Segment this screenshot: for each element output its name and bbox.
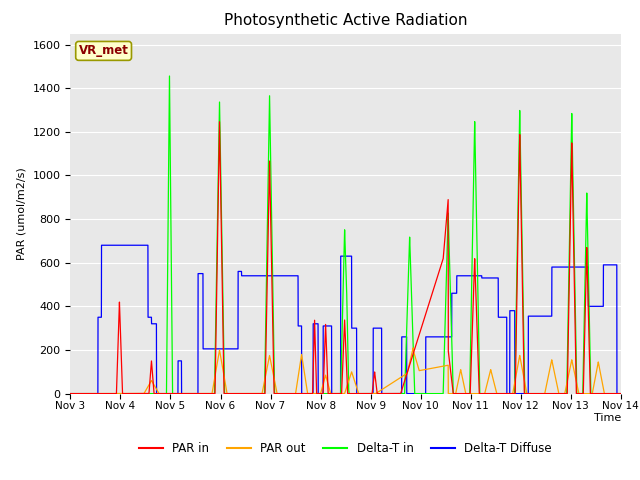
Delta-T Diffuse: [617, 391, 625, 396]
PAR in: [310, 359, 317, 364]
Delta-T Diffuse: [514, 391, 522, 396]
Delta-T Diffuse: [97, 314, 105, 320]
Delta-T Diffuse: [383, 391, 390, 396]
PAR out: [488, 370, 495, 375]
PAR in: [216, 119, 223, 125]
Line: PAR out: PAR out: [70, 348, 621, 394]
Delta-T in: [310, 391, 317, 396]
Delta-T in: [67, 391, 74, 396]
Delta-T Diffuse: [310, 321, 317, 327]
PAR out: [617, 391, 625, 396]
PAR out: [383, 384, 390, 389]
Delta-T in: [509, 391, 516, 396]
Delta-T Diffuse: [67, 391, 74, 396]
PAR in: [509, 391, 516, 396]
Delta-T Diffuse: [97, 242, 105, 248]
PAR out: [509, 391, 516, 396]
Delta-T in: [488, 391, 495, 396]
Title: Photosynthetic Active Radiation: Photosynthetic Active Radiation: [224, 13, 467, 28]
Delta-T Diffuse: [488, 275, 495, 281]
PAR in: [514, 247, 522, 253]
Line: Delta-T Diffuse: Delta-T Diffuse: [70, 245, 621, 394]
Y-axis label: PAR (umol/m2/s): PAR (umol/m2/s): [17, 167, 27, 260]
Delta-T in: [514, 221, 522, 227]
PAR out: [97, 391, 105, 396]
Delta-T in: [97, 391, 105, 396]
Line: PAR in: PAR in: [70, 122, 621, 394]
PAR in: [488, 391, 495, 396]
PAR out: [514, 363, 522, 369]
PAR out: [67, 391, 74, 396]
PAR out: [310, 391, 317, 396]
Line: Delta-T in: Delta-T in: [70, 76, 621, 394]
PAR in: [67, 391, 74, 396]
Delta-T in: [166, 73, 173, 79]
X-axis label: Time: Time: [593, 413, 621, 422]
Legend: PAR in, PAR out, Delta-T in, Delta-T Diffuse: PAR in, PAR out, Delta-T in, Delta-T Dif…: [134, 437, 557, 460]
PAR out: [410, 345, 417, 351]
PAR in: [97, 391, 105, 396]
Delta-T in: [617, 391, 625, 396]
Text: VR_met: VR_met: [79, 44, 129, 58]
Delta-T in: [383, 391, 390, 396]
Delta-T Diffuse: [509, 308, 516, 313]
PAR in: [383, 391, 390, 396]
PAR in: [617, 391, 625, 396]
